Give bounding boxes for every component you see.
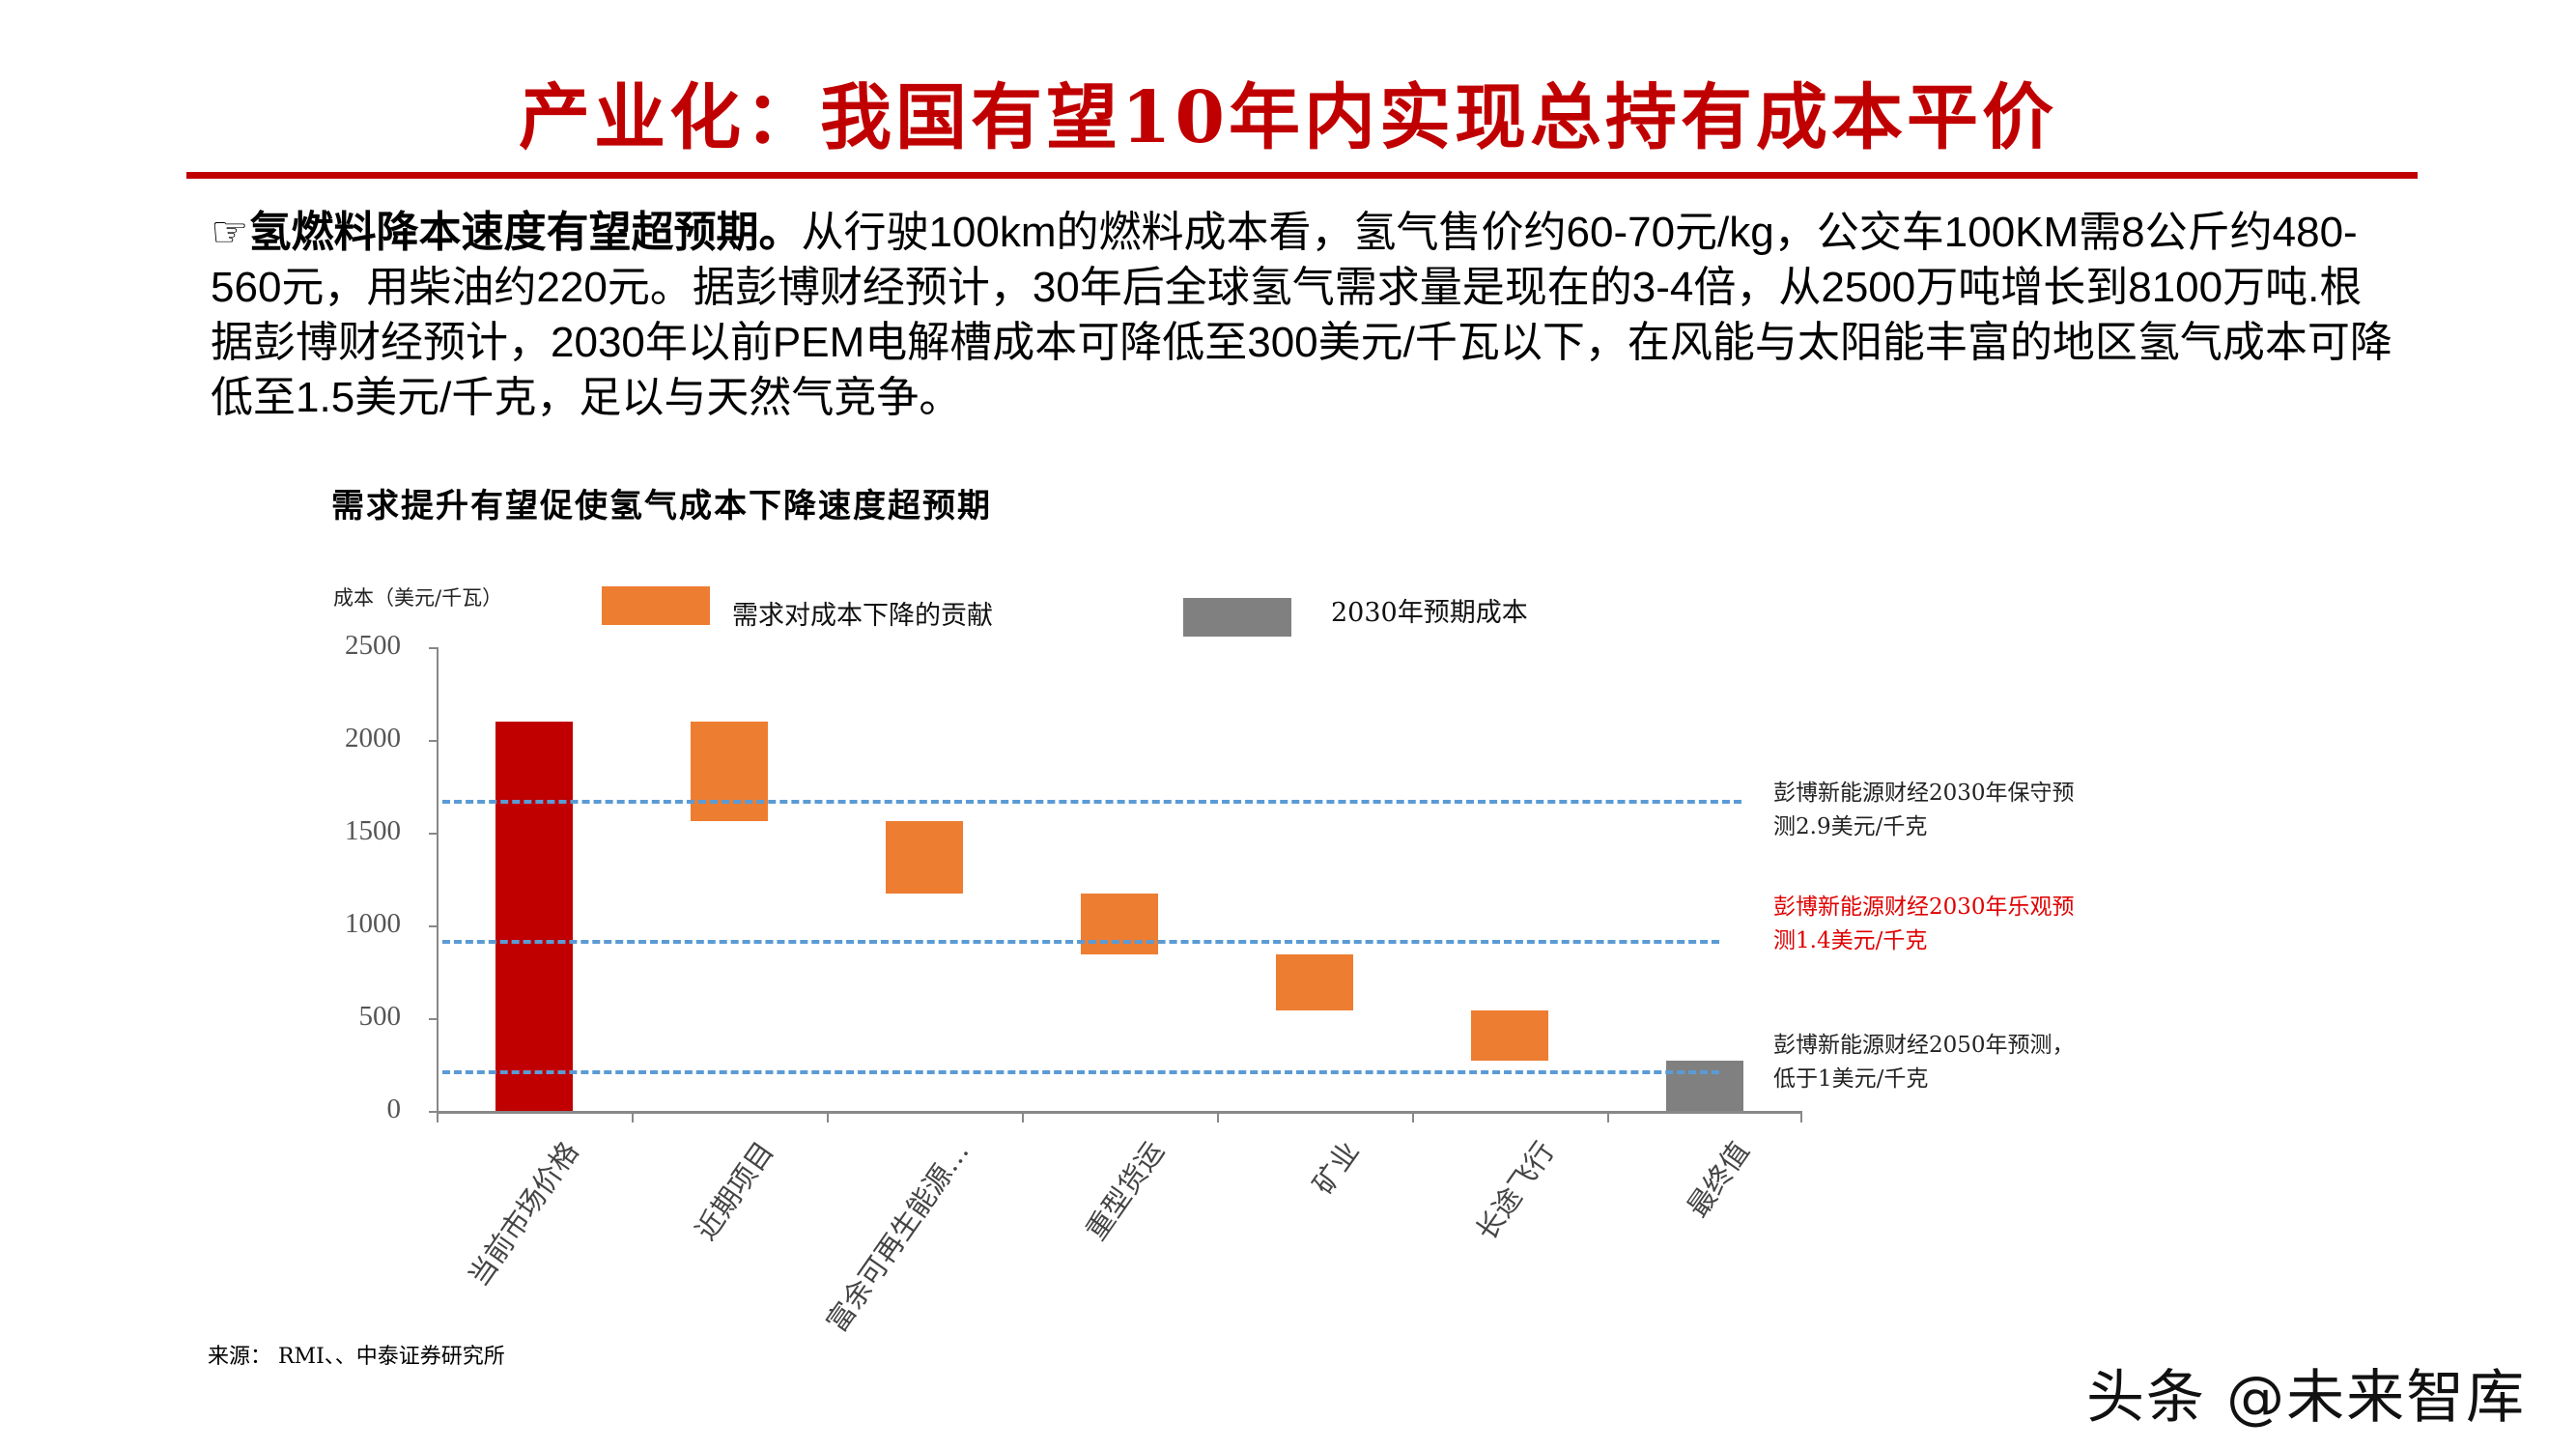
reference-line-optimistic-2030 bbox=[442, 940, 1719, 944]
x-tick-mark bbox=[1217, 1111, 1219, 1122]
annotation-conservative-2030: 彭博新能源财经2030年保守预 测2.9美元/千克 bbox=[1773, 777, 2075, 844]
bar-surplus-renewables bbox=[886, 821, 963, 894]
y-tick-mark bbox=[429, 925, 437, 927]
annotation-line: 彭博新能源财经2050年预测， bbox=[1773, 1033, 2075, 1058]
y-axis bbox=[437, 647, 439, 1113]
x-label: 当前市场价格 bbox=[462, 1135, 585, 1293]
x-label: 近期项目 bbox=[689, 1135, 780, 1246]
y-tick-mark bbox=[429, 740, 437, 742]
x-label: 重型货运 bbox=[1079, 1135, 1171, 1246]
legend-swatch-orange bbox=[602, 586, 710, 625]
bar-mining bbox=[1276, 954, 1353, 1010]
reference-line-2050 bbox=[442, 1070, 1719, 1074]
x-tick-mark bbox=[827, 1111, 829, 1122]
annotation-line: 低于1美元/千克 bbox=[1773, 1066, 1929, 1092]
annotation-line: 测1.4美元/千克 bbox=[1773, 928, 1928, 953]
annotation-optimistic-2030: 彭博新能源财经2030年乐观预 测1.4美元/千克 bbox=[1773, 891, 2075, 958]
source-note: 来源： RMI、、中泰证券研究所 bbox=[208, 1345, 505, 1369]
annotation-line: 彭博新能源财经2030年保守预 bbox=[1773, 781, 2075, 806]
bar-near-term-projects bbox=[691, 722, 768, 821]
y-tick-mark bbox=[429, 647, 437, 649]
y-tick: 2500 bbox=[345, 630, 401, 661]
annotation-line: 彭博新能源财经2030年乐观预 bbox=[1773, 895, 2075, 920]
y-tick-mark bbox=[429, 833, 437, 835]
bar-final-value bbox=[1666, 1061, 1743, 1111]
x-axis bbox=[437, 1111, 1802, 1114]
y-tick: 2000 bbox=[345, 723, 401, 753]
x-tick-mark bbox=[1607, 1111, 1609, 1122]
y-tick: 0 bbox=[386, 1094, 402, 1124]
bar-heavy-freight bbox=[1081, 894, 1158, 954]
x-label: 富余可再生能源… bbox=[819, 1135, 976, 1338]
y-tick: 500 bbox=[358, 1001, 402, 1032]
y-tick: 1000 bbox=[345, 908, 401, 939]
chart-title: 需求提升有望促使氢气成本下降速度超预期 bbox=[331, 487, 992, 526]
x-tick-mark bbox=[1800, 1111, 1802, 1122]
x-label: 矿业 bbox=[1306, 1135, 1366, 1201]
x-tick-mark bbox=[437, 1111, 439, 1122]
legend-label-demand: 需求对成本下降的贡献 bbox=[732, 601, 993, 631]
pointing-hand-icon: ☞ bbox=[211, 209, 249, 256]
x-tick-mark bbox=[1022, 1111, 1024, 1122]
body-paragraph: ☞氢燃料降本速度有望超预期。从行驶100km的燃料成本看，氢气售价约60-70元… bbox=[211, 205, 2393, 425]
annotation-2050: 彭博新能源财经2050年预测， 低于1美元/千克 bbox=[1773, 1029, 2075, 1096]
page-title: 产业化：我国有望10年内实现总持有成本平价 bbox=[519, 76, 2057, 159]
x-tick-mark bbox=[632, 1111, 634, 1122]
legend-swatch-gray bbox=[1183, 598, 1291, 637]
reference-line-conservative-2030 bbox=[442, 800, 1741, 804]
annotation-line: 测2.9美元/千克 bbox=[1773, 814, 1928, 839]
legend-label-2030: 2030年预期成本 bbox=[1331, 598, 1528, 628]
watermark: 头条 @未来智库 bbox=[2086, 1364, 2527, 1432]
y-tick-mark bbox=[429, 1111, 437, 1113]
x-label: 长途飞行 bbox=[1469, 1135, 1561, 1246]
title-divider bbox=[186, 172, 2418, 179]
y-axis-label: 成本（美元/千瓦） bbox=[333, 586, 503, 610]
x-label: 最终值 bbox=[1681, 1135, 1756, 1224]
y-tick-mark bbox=[429, 1018, 437, 1020]
body-lead: 氢燃料降本速度有望超预期。 bbox=[248, 209, 802, 256]
bar-current-market-price bbox=[495, 722, 573, 1111]
x-tick-mark bbox=[1412, 1111, 1414, 1122]
y-tick: 1500 bbox=[345, 815, 401, 846]
bar-long-haul-flight bbox=[1471, 1010, 1548, 1061]
body-text: 从行驶100km的燃料成本看，氢气售价约60-70元/kg，公交车100KM需8… bbox=[211, 209, 2392, 421]
